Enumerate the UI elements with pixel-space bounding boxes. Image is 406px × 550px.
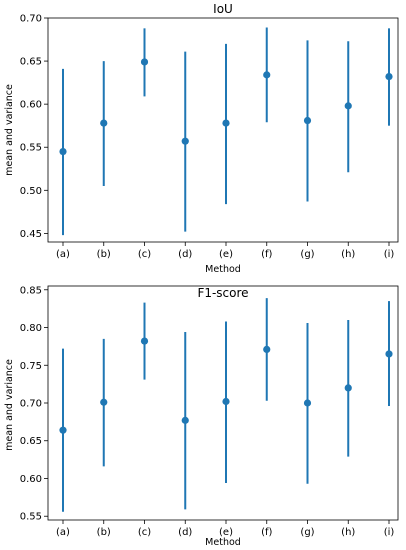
y-tick-label: 0.55 (20, 512, 42, 523)
x-tick-label: (e) (219, 527, 233, 538)
x-axis: (a) (b) (c) (d) (e) (f) (g) (h) (i) (56, 520, 394, 538)
y-tick-label: 0.60 (20, 474, 42, 485)
mean-point (140, 58, 149, 66)
x-tick-label: (h) (341, 249, 355, 260)
x-tick-label: (b) (97, 527, 111, 538)
y-tick-label: 0.85 (20, 285, 42, 296)
y-tick-label: 0.65 (20, 57, 42, 68)
x-tick-label: (h) (341, 527, 355, 538)
x-tick-label: (a) (56, 527, 70, 538)
y-tick-label: 0.60 (20, 100, 42, 111)
mean-point (385, 72, 393, 81)
mean-point (59, 426, 67, 434)
chart-iou: IoU 0.45 0.50 0.55 0.60 0.65 0.70 (a) (b) (c) (d… (4, 2, 399, 275)
y-tick-label: 0.80 (20, 323, 42, 334)
x-tick-label: (c) (138, 527, 151, 538)
mean-point (263, 71, 271, 79)
mean-point (140, 337, 149, 345)
mean-point (59, 147, 67, 156)
x-tick-label: (i) (384, 527, 395, 538)
x-tick-label: (f) (261, 527, 272, 538)
y-tick-label: 0.75 (20, 361, 42, 372)
x-tick-label: (g) (300, 527, 314, 538)
mean-point (222, 397, 230, 406)
y-tick-label: 0.70 (20, 14, 42, 25)
x-tick-label: (a) (56, 249, 70, 260)
x-tick-label: (d) (178, 527, 192, 538)
mean-point (181, 137, 189, 145)
y-tick-label: 0.50 (20, 186, 42, 197)
mean-point (385, 350, 393, 358)
x-tick-label: (d) (178, 249, 192, 260)
x-tick-label: (i) (384, 249, 395, 260)
chart-title: IoU (213, 2, 233, 16)
mean-point (303, 399, 312, 407)
error-bars (59, 298, 393, 512)
x-axis: (a) (b) (c) (d) (e) (f) (g) (h) (i) (56, 242, 394, 260)
mean-point (100, 119, 108, 127)
x-tick-label: (g) (300, 249, 314, 260)
y-tick-label: 0.55 (20, 143, 42, 154)
y-axis-label: mean and variance (4, 84, 15, 176)
error-bars (59, 27, 393, 236)
mean-point (222, 119, 230, 127)
mean-point (344, 384, 352, 392)
mean-point (181, 416, 189, 424)
y-axis-label: mean and variance (4, 359, 15, 451)
mean-point (100, 398, 108, 406)
y-tick-label: 0.65 (20, 436, 42, 447)
y-tick-label: 0.45 (20, 229, 42, 240)
mean-point (263, 345, 271, 354)
mean-point (303, 116, 312, 125)
plot-frame (47, 17, 399, 243)
x-tick-label: (b) (97, 249, 111, 260)
y-axis: 0.45 0.50 0.55 0.60 0.65 0.70 (20, 14, 48, 240)
mean-point (344, 102, 352, 110)
x-tick-label: (f) (261, 249, 272, 260)
x-tick-label: (c) (138, 249, 151, 260)
chart-f1-score: F1-score 0.55 0.60 0.65 0.70 0.75 0.80 0.85 (a… (4, 285, 399, 548)
x-axis-label: Method (205, 264, 241, 275)
y-tick-label: 0.70 (20, 399, 42, 410)
y-axis: 0.55 0.60 0.65 0.70 0.75 0.80 0.85 (20, 285, 48, 523)
x-axis-label: Method (205, 537, 241, 548)
x-tick-label: (e) (219, 249, 233, 260)
chart-title: F1-score (197, 286, 248, 300)
